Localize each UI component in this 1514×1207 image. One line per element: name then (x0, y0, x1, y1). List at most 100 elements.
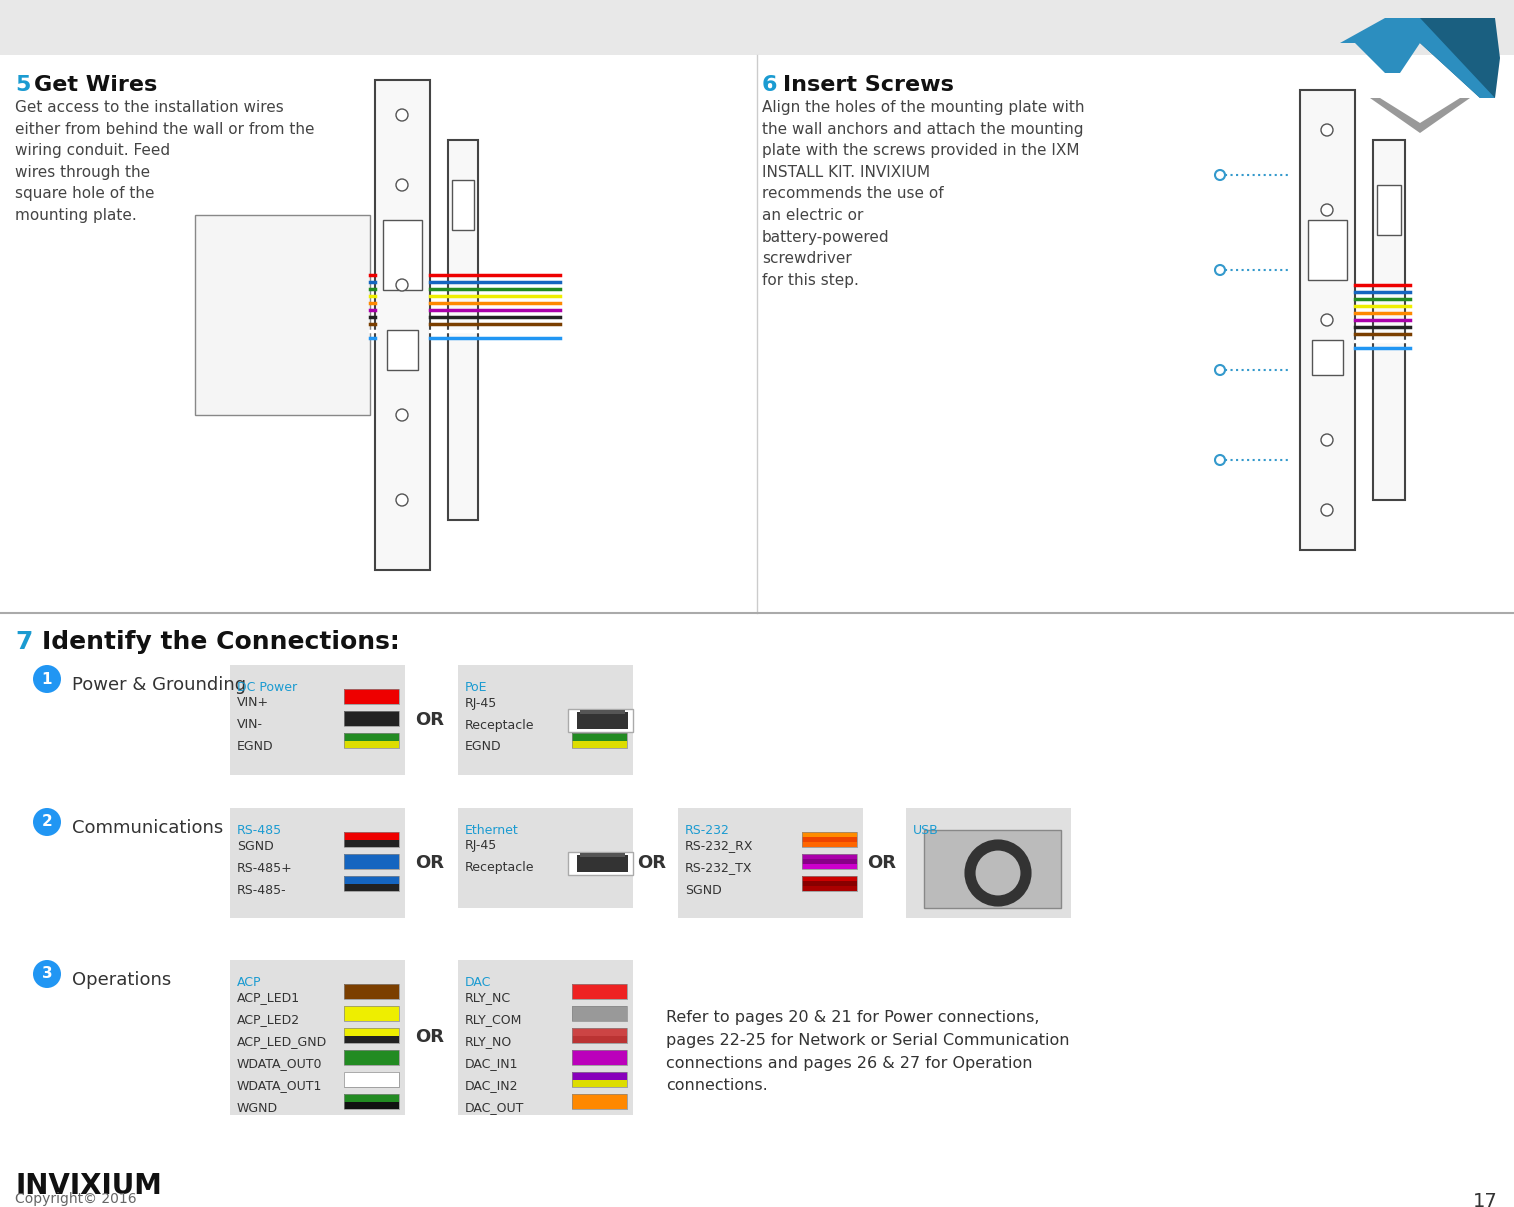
Bar (344, 1050, 400, 1065)
Bar (459, 665, 633, 775)
Circle shape (1322, 314, 1332, 326)
Bar (572, 1028, 627, 1043)
Bar (802, 859, 857, 864)
Bar (344, 984, 400, 999)
Bar (802, 836, 857, 842)
Bar (927, 833, 966, 849)
Text: 1: 1 (42, 671, 53, 687)
Bar (344, 876, 400, 891)
Text: INVIXIUM: INVIXIUM (15, 1172, 162, 1200)
Text: Refer to pages 20 & 21 for Power connections,
pages 22-25 for Network or Serial : Refer to pages 20 & 21 for Power connect… (666, 1010, 1069, 1094)
Text: OR: OR (868, 855, 896, 871)
Bar (572, 733, 627, 748)
Text: Get access to the installation wires
either from behind the wall or from the
wir: Get access to the installation wires eit… (15, 100, 315, 223)
Text: RS-232_TX: RS-232_TX (684, 862, 752, 875)
Bar (572, 1050, 627, 1065)
Bar (568, 852, 633, 875)
Bar (344, 840, 400, 847)
Text: RS-232: RS-232 (684, 824, 730, 836)
Text: 5: 5 (15, 75, 30, 95)
Bar (459, 960, 633, 1115)
Circle shape (397, 109, 407, 121)
Text: RS-485-: RS-485- (238, 884, 286, 897)
Bar (230, 807, 406, 919)
Bar (802, 832, 857, 847)
Text: Get Wires: Get Wires (33, 75, 157, 95)
Text: RS-485+: RS-485+ (238, 862, 292, 875)
Bar (802, 864, 857, 869)
Circle shape (397, 409, 407, 421)
Circle shape (1216, 170, 1225, 180)
Circle shape (33, 665, 61, 693)
Text: WDATA_OUT0: WDATA_OUT0 (238, 1057, 322, 1071)
Text: Copyright© 2016: Copyright© 2016 (15, 1193, 136, 1206)
Bar (344, 1094, 400, 1102)
Bar (344, 711, 400, 725)
Circle shape (33, 960, 61, 989)
Bar (344, 689, 400, 704)
Bar (344, 1072, 400, 1088)
Bar (344, 733, 400, 748)
Text: OR: OR (415, 1028, 445, 1046)
Text: DAC_OUT: DAC_OUT (465, 1102, 524, 1114)
Text: 6: 6 (762, 75, 778, 95)
Text: VIN+: VIN+ (238, 696, 269, 710)
Bar (572, 1094, 627, 1109)
Bar (802, 855, 857, 859)
Bar (230, 665, 406, 775)
Bar (0, 0, 1514, 56)
Text: 2: 2 (41, 815, 53, 829)
Polygon shape (1340, 18, 1494, 98)
Text: ACP_LED_GND: ACP_LED_GND (238, 1036, 327, 1049)
Text: PoE: PoE (465, 681, 488, 694)
Bar (802, 842, 857, 847)
Bar (344, 855, 400, 869)
Bar (568, 709, 633, 731)
Bar (577, 855, 628, 871)
Text: SGND: SGND (238, 840, 274, 852)
Circle shape (397, 494, 407, 506)
Text: Power & Grounding: Power & Grounding (73, 676, 247, 694)
Bar (572, 1072, 627, 1088)
Text: RLY_NO: RLY_NO (465, 1036, 512, 1049)
Bar (383, 220, 422, 290)
Text: DAC: DAC (465, 976, 492, 989)
Text: EGND: EGND (238, 741, 274, 753)
Bar (802, 886, 857, 891)
Bar (344, 1028, 400, 1036)
Text: Operations: Operations (73, 970, 171, 989)
Bar (1378, 185, 1400, 235)
Bar (1301, 91, 1355, 550)
Text: OR: OR (637, 855, 666, 871)
Bar (1373, 140, 1405, 500)
Bar (572, 1072, 627, 1079)
Bar (572, 1028, 627, 1036)
Text: 7: 7 (15, 630, 32, 654)
Bar (344, 1050, 400, 1065)
Bar (572, 741, 627, 748)
Polygon shape (1370, 98, 1470, 133)
Bar (580, 710, 625, 715)
Bar (572, 984, 627, 999)
Bar (375, 80, 430, 570)
Bar (802, 832, 857, 836)
Bar (344, 876, 400, 884)
Text: RS-485: RS-485 (238, 824, 282, 836)
Bar (905, 807, 1070, 919)
Text: VIN-: VIN- (238, 718, 263, 731)
Bar (388, 330, 418, 371)
Circle shape (1322, 124, 1332, 136)
Text: Align the holes of the mounting plate with
the wall anchors and attach the mount: Align the holes of the mounting plate wi… (762, 100, 1084, 287)
Bar (1313, 340, 1343, 375)
Text: WGND: WGND (238, 1102, 279, 1114)
Circle shape (397, 279, 407, 291)
Bar (344, 832, 400, 840)
Bar (344, 1005, 400, 1021)
Text: ACP: ACP (238, 976, 262, 989)
Circle shape (1322, 204, 1332, 216)
Text: EGND: EGND (465, 741, 501, 753)
Bar (572, 1005, 627, 1021)
Text: RLY_COM: RLY_COM (465, 1014, 522, 1026)
Text: Identify the Connections:: Identify the Connections: (42, 630, 400, 654)
Bar (344, 1102, 400, 1109)
